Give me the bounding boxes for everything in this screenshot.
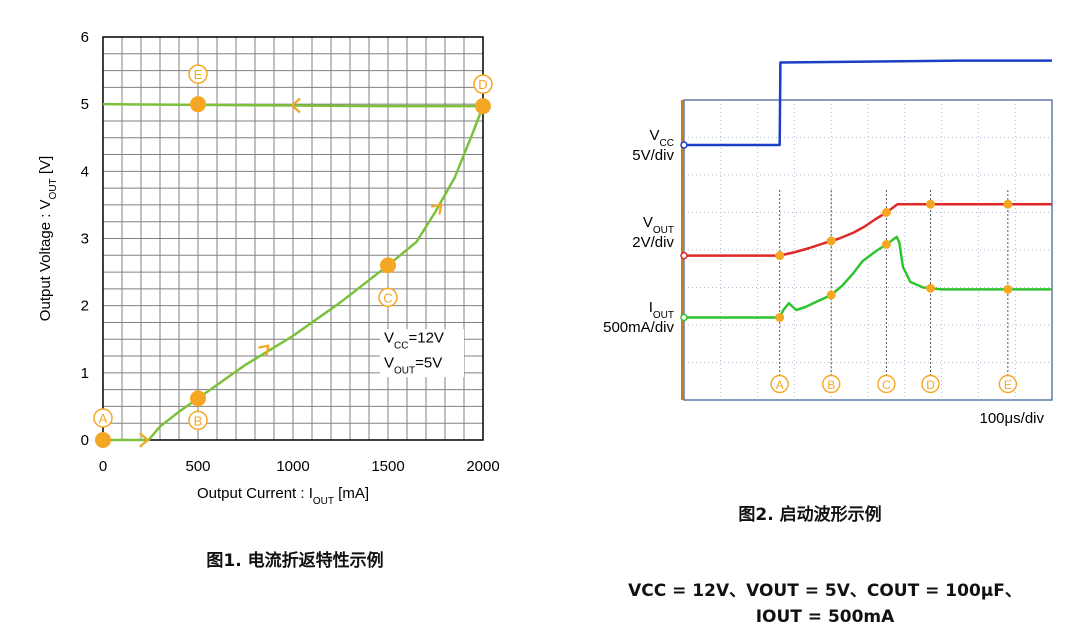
fig2-marker-dot [775, 313, 785, 322]
fig2-marker-label-circle [822, 374, 841, 394]
fig2-marker-dot [1003, 199, 1013, 209]
fig1-point-label-a: A [99, 411, 108, 426]
fig2-marker-dot [926, 199, 936, 209]
fig1-point-label-c: C [383, 290, 392, 305]
figure1-caption: 图1. 电流折返特性示例 [206, 551, 384, 571]
fig1-x-tick-label: 2000 [466, 458, 499, 475]
fig1-point-label-circle [378, 287, 398, 308]
fig1-point-a [95, 432, 111, 448]
fig2-marker-label-circle [921, 374, 940, 394]
fig1-x-tick-label: 500 [185, 458, 210, 475]
fig2-marker-dot [926, 283, 936, 293]
fig1-point-label-circle [473, 74, 493, 94]
fig2-series-line [684, 59, 1052, 147]
fig1-point-e [190, 96, 206, 113]
fig1-x-tick-label: 0 [99, 458, 107, 475]
fig1-point-label-b: B [194, 413, 203, 428]
fig1-y-tick-label: 2 [81, 298, 89, 315]
fig2-marker-dot [826, 290, 836, 300]
fig1-point-label-circle [188, 410, 208, 431]
figure2-caption: 图2. 启动波形示例 [738, 505, 882, 525]
fig1-annotation-vout: VOUT=5V [384, 354, 442, 376]
fig1-series-line [102, 102, 485, 442]
fig2-marker-label-circle [998, 374, 1018, 394]
fig1-direction-arrow [258, 344, 270, 356]
fig2-marker-dot [881, 239, 891, 249]
fig1-y-tick-label: 4 [81, 163, 89, 180]
fig2-grid [684, 100, 1052, 400]
fig2-series-origin-marker [680, 313, 688, 322]
fig1-point-label-e: E [194, 67, 203, 82]
fig2-series-scale: 500mA/div [603, 319, 674, 336]
fig1-y-tick-label: 3 [81, 231, 89, 248]
fig2-marker-dot [1003, 284, 1013, 294]
fig2-series-origin-marker [680, 251, 688, 260]
fig1-x-tick-label: 1000 [276, 458, 309, 475]
fig1-point-label-circle [188, 64, 208, 84]
fig1-y-tick-label: 5 [81, 96, 89, 113]
fig2-series-name: VCC [650, 127, 674, 149]
fig2-series-scale: 2V/div [632, 234, 674, 251]
fig2-marker-label-b: B [827, 378, 835, 392]
fig1-point-c [380, 257, 396, 274]
fig1-direction-arrow [431, 203, 443, 215]
fig1-direction-arrow [138, 432, 149, 448]
fig2-marker-dot [775, 251, 785, 261]
fig1-y-tick-label: 1 [81, 365, 89, 382]
fig1-point-label-d: D [478, 77, 487, 92]
foldback-characteristic-chart: 0 500 1000 1500 2000 0 1 2 3 4 5 6 Output Current : … [37, 29, 500, 507]
fig1-y-tick-label: 6 [81, 29, 89, 46]
fig2-marker-label-circle [877, 374, 896, 394]
fig1-x-axis-label: Output Current : IOUT [mA] [197, 485, 369, 507]
fig1-point-b [190, 390, 206, 407]
fig2-marker-label-c: C [882, 378, 891, 392]
conditions-line1: VCC = 12V、VOUT = 5V、COUT = 100μF、 [628, 581, 1022, 601]
fig2-series-name: VOUT [643, 214, 674, 236]
fig1-point-label-circle [93, 408, 113, 428]
fig2-series-line [684, 203, 1052, 257]
fig2-marker-label-d: D [926, 378, 935, 392]
fig2-left-bar [681, 100, 684, 400]
fig2-series-origin-marker [680, 141, 688, 149]
fig1-y-axis-label: Output Voltage : VOUT [V] [37, 156, 59, 321]
fig1-y-tick-label: 0 [81, 432, 89, 449]
fig1-point-d [475, 98, 491, 115]
fig1-direction-arrow [290, 97, 301, 114]
fig2-series-line [684, 235, 1052, 319]
test-conditions: VCC = 12V、VOUT = 5V、COUT = 100μF、 IOUT =… [590, 578, 1060, 630]
fig2-marker-label-circle [770, 374, 789, 394]
fig2-marker-dot [881, 208, 891, 217]
fig2-marker-label-e: E [1004, 378, 1012, 392]
conditions-line2: IOUT = 500mA [755, 607, 895, 627]
fig1-plot-frame [102, 36, 484, 441]
fig1-annotation-box [380, 329, 464, 378]
fig2-timebase-label: 100μs/div [979, 410, 1044, 427]
fig1-annotation-vcc: VCC=12V [384, 330, 444, 352]
fig2-marker-label-a: A [776, 378, 784, 392]
fig2-series-name: IOUT [649, 299, 674, 321]
fig2-series-scale: 5V/div [632, 147, 674, 164]
fig2-marker-dot [826, 236, 836, 246]
fig1-x-tick-label: 1500 [371, 458, 404, 475]
